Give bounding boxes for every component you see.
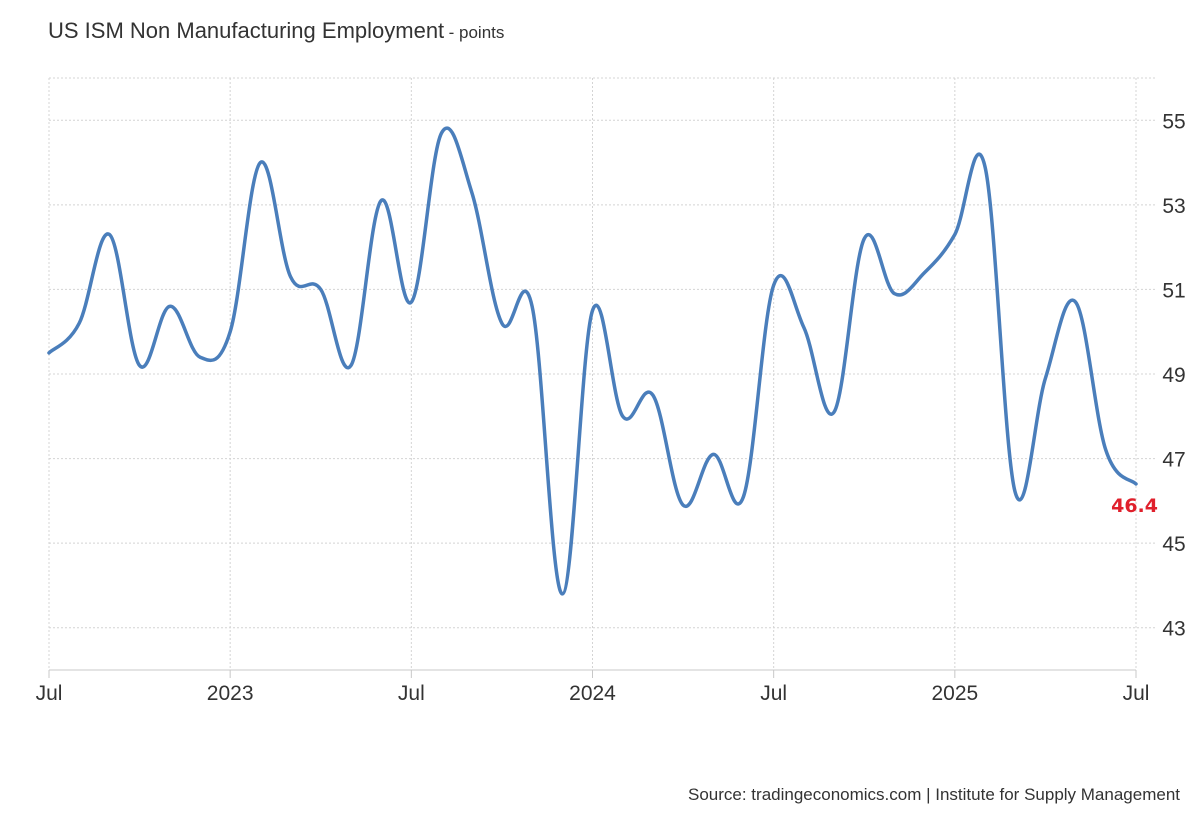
data-point	[983, 165, 987, 169]
data-point	[621, 414, 625, 418]
data-point	[651, 393, 655, 397]
x-tick-label: Jul	[760, 682, 787, 705]
data-point	[832, 410, 836, 414]
y-tick-label: 53	[1162, 195, 1185, 218]
x-tick-label: Jul	[398, 682, 425, 705]
data-point	[862, 237, 866, 241]
x-tick-label: 2023	[207, 682, 254, 705]
y-tick-label: 55	[1162, 110, 1185, 133]
grid	[48, 77, 1156, 670]
chart-title: US ISM Non Manufacturing Employment	[48, 18, 445, 43]
data-point	[77, 321, 81, 325]
y-tick-label: 45	[1162, 533, 1185, 556]
data-point	[168, 304, 172, 308]
series-line-0	[47, 126, 1138, 596]
x-tick-label: Jul	[36, 682, 63, 705]
data-point	[138, 364, 142, 368]
data-point	[1013, 490, 1017, 494]
data-point	[107, 232, 111, 236]
data-point	[198, 355, 202, 359]
label-layer: 43 45 47 49 51 53 55 Jul 2023 Jul 2024 Jul 2025 Jul 46…	[36, 110, 1186, 705]
series-layer	[47, 126, 1138, 596]
data-point	[440, 131, 444, 135]
x-tick-label: Jul	[1123, 682, 1150, 705]
data-point	[923, 271, 927, 275]
data-point	[772, 283, 776, 287]
data-point	[1104, 448, 1108, 452]
x-tick-label: 2025	[931, 682, 978, 705]
line-chart: 43 45 47 49 51 53 55 Jul 2023 Jul 2024 Jul 2025 Jul 46…	[36, 77, 1186, 705]
data-point	[258, 161, 262, 165]
x-tick-label: 2024	[569, 682, 616, 705]
data-point	[1074, 300, 1078, 304]
data-point	[802, 325, 806, 329]
data-point	[681, 503, 685, 507]
data-point	[1134, 482, 1138, 486]
data-point	[892, 292, 896, 296]
data-point	[1043, 376, 1047, 380]
y-tick-label: 49	[1162, 364, 1185, 387]
data-point	[319, 287, 323, 291]
data-point	[711, 452, 715, 456]
last-value-label: 46.4	[1111, 495, 1158, 517]
axes	[48, 669, 1137, 678]
data-point	[349, 364, 353, 368]
data-point	[591, 309, 595, 313]
y-tick-label: 43	[1162, 618, 1185, 641]
chart-title-row: US ISM Non Manufacturing Employment - po…	[48, 18, 504, 44]
data-point	[500, 321, 504, 325]
y-tick-label: 47	[1162, 449, 1185, 472]
data-point	[560, 592, 564, 596]
data-point	[741, 495, 745, 499]
data-point	[379, 199, 383, 203]
data-point	[409, 300, 413, 304]
data-point	[289, 275, 293, 279]
source-note: Source: tradingeconomics.com | Institute…	[688, 785, 1180, 804]
data-point	[228, 330, 232, 334]
data-point	[470, 190, 474, 194]
chart-unit: - points	[448, 23, 505, 42]
data-point	[47, 351, 51, 355]
y-tick-label: 51	[1162, 279, 1185, 302]
data-point	[530, 304, 534, 308]
data-point	[953, 232, 957, 236]
